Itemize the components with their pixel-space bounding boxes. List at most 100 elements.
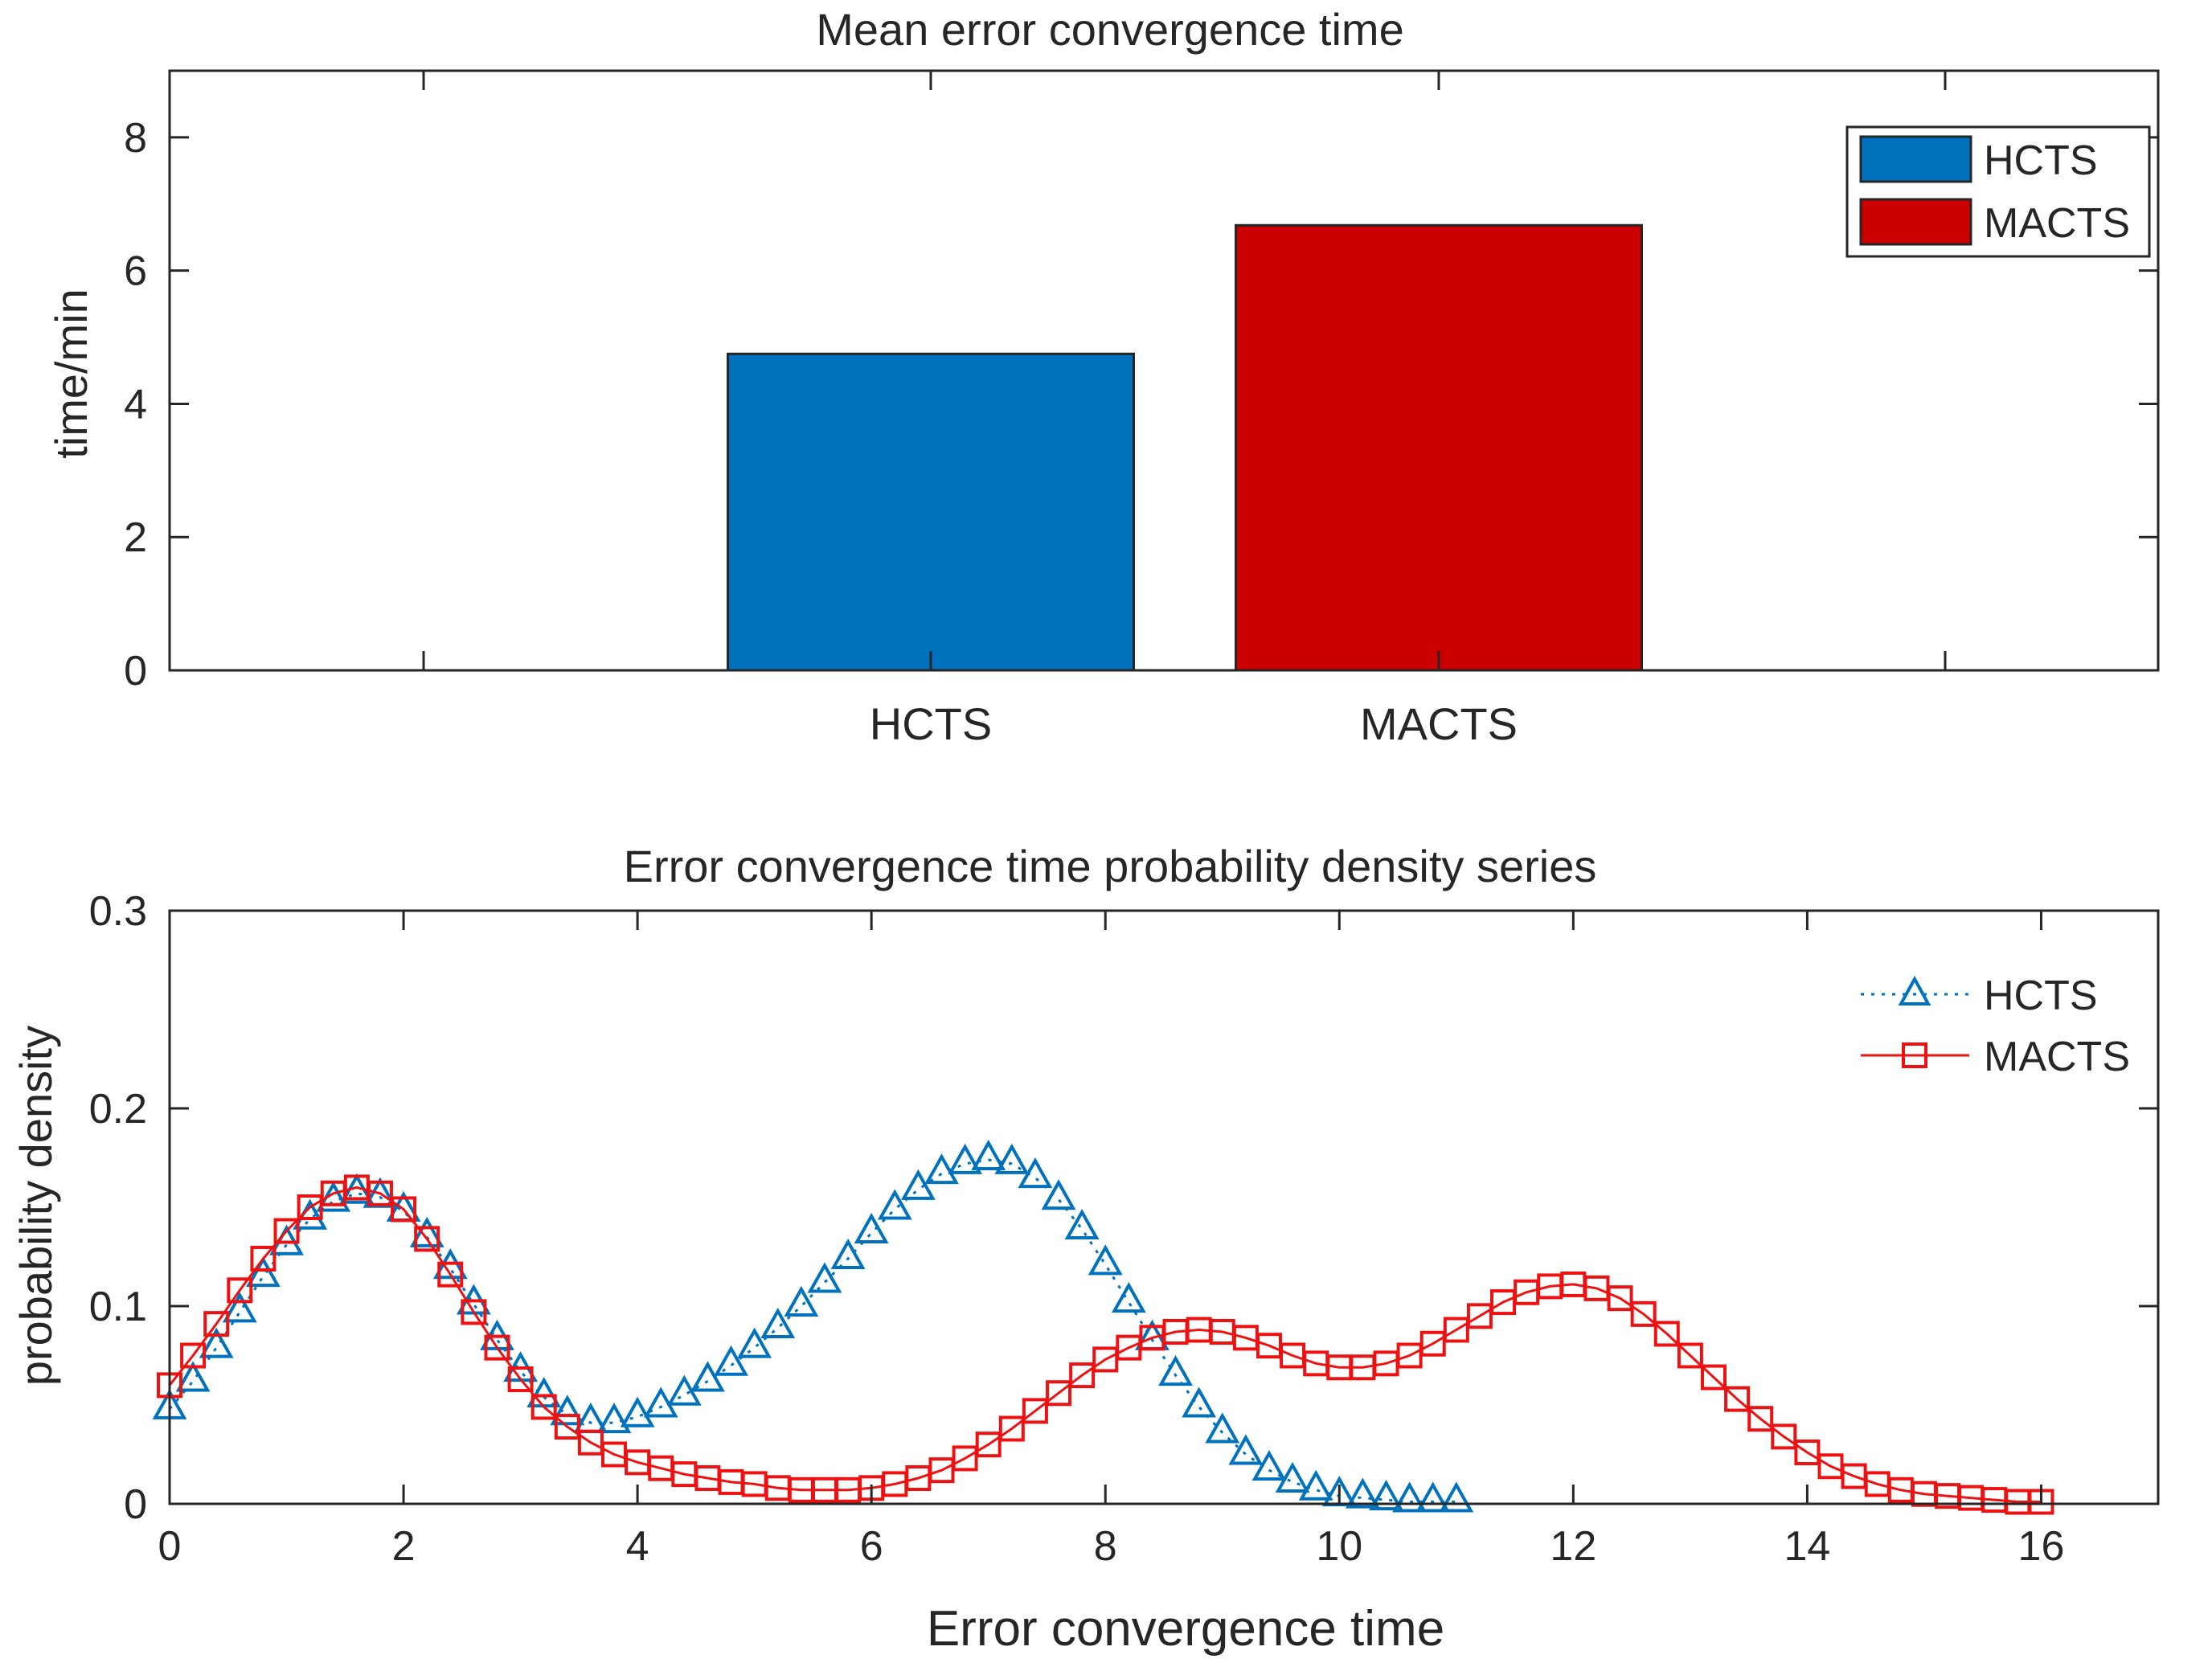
data-point-macts: [297, 1194, 323, 1220]
x-tick-label: MACTS: [1360, 698, 1518, 749]
data-point-hcts: [1228, 1434, 1264, 1465]
data-point-hcts: [1064, 1208, 1100, 1240]
data-point-macts: [1630, 1300, 1657, 1327]
legend-label-macts: MACTS: [1984, 1034, 2130, 1080]
data-point-hcts: [643, 1386, 678, 1418]
data-point-hcts: [1041, 1179, 1076, 1210]
data-point-macts: [1419, 1330, 1446, 1357]
data-point-hcts: [222, 1292, 257, 1323]
data-point-macts: [1046, 1380, 1072, 1407]
data-point-macts: [180, 1342, 207, 1369]
data-point-hcts: [994, 1143, 1030, 1174]
x-tick-label: HCTS: [870, 698, 992, 749]
data-point-hcts: [1392, 1481, 1428, 1513]
bar-chart-x-ticks: HCTS MACTS: [422, 71, 1947, 749]
bar-chart-title: Mean error convergence time: [816, 4, 1403, 55]
x-tick-label: 12: [1550, 1523, 1596, 1570]
data-point-macts: [461, 1299, 487, 1325]
line-chart-legend: HCTS MACTS: [1861, 973, 2130, 1080]
x-tick-label: 14: [1784, 1523, 1830, 1570]
line-chart-title: Error convergence time probability densi…: [624, 841, 1597, 891]
line-chart-y-ticks: 0 0.1 0.2 0.3: [89, 888, 2158, 1528]
legend-marker-hcts: [1898, 975, 1931, 1006]
y-tick-label: 0.3: [89, 888, 147, 935]
legend-marker-macts: [1902, 1042, 1927, 1068]
data-point-hcts: [550, 1395, 585, 1426]
data-point-hcts: [1298, 1469, 1333, 1501]
legend-swatch-hcts: [1859, 135, 1972, 183]
data-point-macts: [1677, 1342, 1703, 1369]
y-tick-label: 8: [124, 115, 147, 162]
legend-label-hcts: HCTS: [1984, 973, 2098, 1019]
data-point-macts: [414, 1226, 440, 1252]
data-point-hcts: [690, 1361, 725, 1392]
data-point-macts: [1794, 1440, 1821, 1466]
data-point-macts: [952, 1445, 978, 1472]
data-point-macts: [507, 1366, 534, 1393]
data-point-hcts: [1158, 1355, 1193, 1386]
data-point-hcts: [199, 1327, 234, 1358]
data-point-hcts: [971, 1139, 1006, 1170]
data-point-hcts: [924, 1153, 959, 1185]
y-tick-label: 0.2: [89, 1086, 147, 1132]
data-point-hcts: [620, 1396, 655, 1427]
data-point-macts: [1700, 1364, 1727, 1391]
y-tick-label: 4: [124, 381, 147, 428]
legend-label-hcts: HCTS: [1984, 137, 2098, 184]
data-point-macts: [437, 1261, 464, 1288]
bar-chart-ylabel: time/min: [46, 289, 96, 459]
data-point-hcts: [246, 1256, 281, 1288]
data-point-hcts: [1251, 1450, 1287, 1481]
data-point-macts: [998, 1415, 1025, 1442]
data-point-macts: [975, 1431, 1002, 1458]
data-point-macts: [203, 1311, 230, 1337]
x-tick-label: 10: [1316, 1523, 1362, 1570]
y-tick-label: 2: [124, 514, 147, 561]
data-point-hcts: [175, 1361, 211, 1392]
bar-macts: [1235, 223, 1643, 672]
data-point-hcts: [830, 1238, 866, 1269]
data-point-macts: [273, 1218, 300, 1244]
data-point-hcts: [1275, 1461, 1310, 1493]
line-chart: Error convergence time probability densi…: [10, 841, 2160, 1657]
data-point-macts: [1069, 1362, 1096, 1389]
data-point-hcts: [737, 1327, 772, 1358]
data-point-hcts: [1111, 1282, 1146, 1313]
y-tick-label: 0: [124, 1481, 147, 1528]
series-line-hcts: [168, 1158, 1456, 1503]
data-point-hcts: [900, 1169, 936, 1200]
data-point-hcts: [1439, 1481, 1474, 1513]
line-chart-xlabel: Error convergence time: [927, 1601, 1444, 1657]
data-point-macts: [1443, 1317, 1469, 1343]
bar-chart-legend: HCTS MACTS: [1845, 125, 2151, 258]
data-point-macts: [554, 1414, 580, 1440]
data-point-macts: [227, 1277, 253, 1304]
data-point-macts: [1653, 1321, 1680, 1347]
line-chart-axes-box: [168, 909, 2160, 1505]
x-tick-label: 4: [626, 1523, 649, 1570]
data-point-hcts: [854, 1212, 889, 1243]
data-point-macts: [530, 1394, 557, 1420]
x-tick-label: 8: [1094, 1523, 1117, 1570]
data-point-hcts: [1088, 1244, 1123, 1276]
line-chart-series: [152, 1139, 2054, 1515]
data-point-macts: [391, 1196, 417, 1223]
y-tick-label: 6: [124, 248, 147, 295]
data-point-hcts: [714, 1345, 748, 1376]
bar-chart: Mean error convergence time time/min 0 2 4…: [46, 4, 2160, 749]
data-point-macts: [1724, 1386, 1751, 1412]
x-tick-label: 0: [158, 1523, 182, 1570]
data-point-macts: [1771, 1423, 1797, 1450]
data-point-hcts: [1369, 1480, 1403, 1511]
data-point-hcts: [1415, 1481, 1451, 1513]
data-point-macts: [1747, 1406, 1774, 1432]
legend-label-macts: MACTS: [1984, 200, 2130, 247]
data-point-macts: [1607, 1285, 1633, 1312]
data-point-macts: [1022, 1398, 1048, 1424]
y-tick-label: 0.1: [89, 1284, 147, 1330]
data-point-macts: [484, 1334, 510, 1361]
y-tick-label: 0: [124, 648, 147, 694]
line-chart-x-ticks: 0 2 4 6 8 10 12 14 16: [158, 911, 2064, 1570]
legend-swatch-macts: [1859, 198, 1972, 246]
data-point-hcts: [1205, 1412, 1240, 1444]
